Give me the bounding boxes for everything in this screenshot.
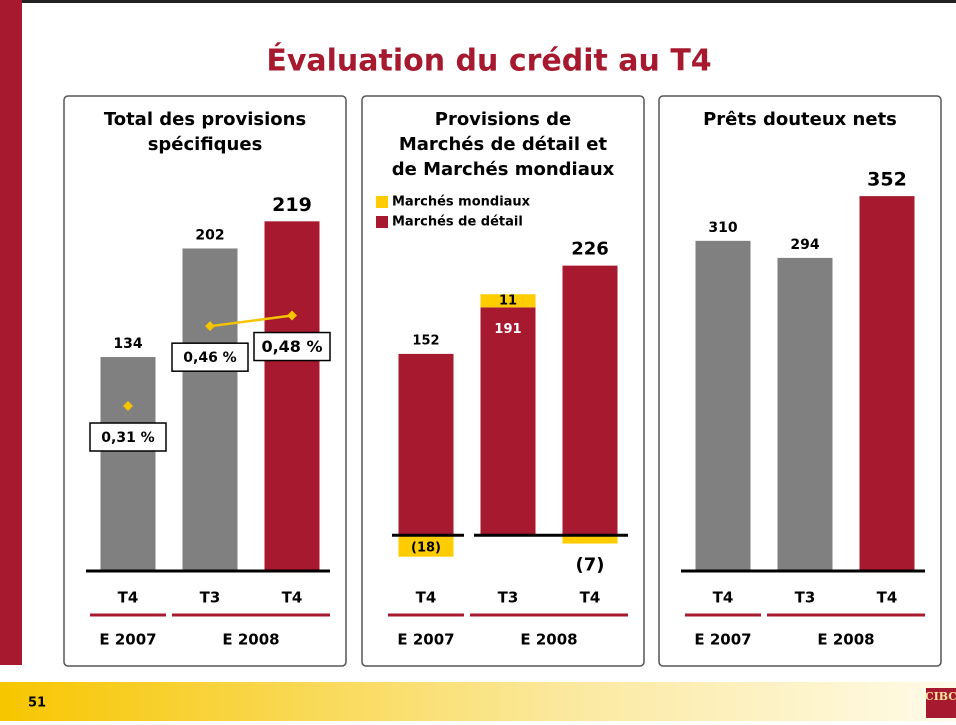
group-label: E 2007 (397, 631, 454, 649)
value-label: 202 (195, 227, 224, 243)
logo-box (926, 688, 956, 718)
value-label: (7) (576, 555, 605, 576)
bar-segment (480, 294, 536, 308)
x-tick-label: T4 (713, 589, 734, 607)
legend-swatch (376, 196, 388, 208)
value-label: 152 (412, 333, 439, 348)
x-tick-label: T4 (118, 589, 139, 607)
bar-segment (562, 265, 618, 536)
bar (859, 196, 915, 571)
label-box (89, 422, 167, 452)
footer (0, 682, 956, 721)
x-tick-label: T4 (580, 589, 601, 607)
line-label: 0,31 % (101, 430, 154, 446)
x-tick-label: T4 (282, 589, 303, 607)
value-label: 352 (867, 169, 907, 191)
group-label: E 2008 (817, 631, 874, 649)
chart-title: Marchés de détail et (399, 134, 608, 155)
bar (264, 221, 320, 571)
value-label: 219 (272, 194, 312, 216)
legend-label: Marchés de détail (392, 215, 523, 230)
value-label: 134 (113, 336, 142, 352)
legend-label: Marchés mondiaux (392, 195, 531, 210)
value-label: 310 (708, 220, 737, 236)
x-tick-label: T4 (877, 589, 898, 607)
group-label: E 2008 (222, 631, 279, 649)
bar-segment (398, 535, 454, 557)
logo: CIBC (925, 690, 956, 703)
label-box (253, 331, 331, 362)
group-label: E 2007 (99, 631, 156, 649)
line-label: 0,48 % (261, 337, 322, 356)
chart-title: Provisions de (435, 109, 571, 130)
bar-segment (480, 307, 536, 536)
label-box (171, 342, 249, 372)
bar (182, 248, 238, 571)
bar-segment (398, 353, 454, 536)
side-bar (0, 0, 22, 665)
chart-title: de Marchés mondiaux (392, 159, 615, 180)
bar (695, 240, 751, 571)
chart-title: Prêts douteux nets (703, 109, 897, 130)
bar (777, 257, 833, 571)
top-rule (22, 0, 956, 3)
value-label: 11 (499, 293, 517, 308)
page-number: 51 (28, 696, 46, 711)
value-label: 294 (790, 237, 819, 253)
value-label: (18) (411, 540, 441, 555)
line-point (205, 321, 215, 332)
slide-title: Évaluation du crédit au T4 (266, 43, 711, 79)
group-label: E 2008 (520, 631, 577, 649)
line-point (123, 401, 133, 412)
x-tick-label: T3 (200, 589, 221, 607)
bar-segment (562, 535, 618, 544)
group-label: E 2007 (694, 631, 751, 649)
bar (100, 357, 156, 571)
x-tick-label: T3 (498, 589, 519, 607)
line (209, 314, 293, 328)
chart-title: Total des provisions (104, 109, 306, 130)
x-tick-label: T3 (795, 589, 816, 607)
value-label: 191 (494, 322, 521, 337)
line-label: 0,46 % (183, 350, 236, 366)
chart-title: spécifiques (148, 134, 263, 155)
x-tick-label: T4 (416, 589, 437, 607)
legend-swatch (376, 216, 388, 228)
value-label: 226 (571, 239, 609, 260)
line-point (287, 310, 297, 321)
